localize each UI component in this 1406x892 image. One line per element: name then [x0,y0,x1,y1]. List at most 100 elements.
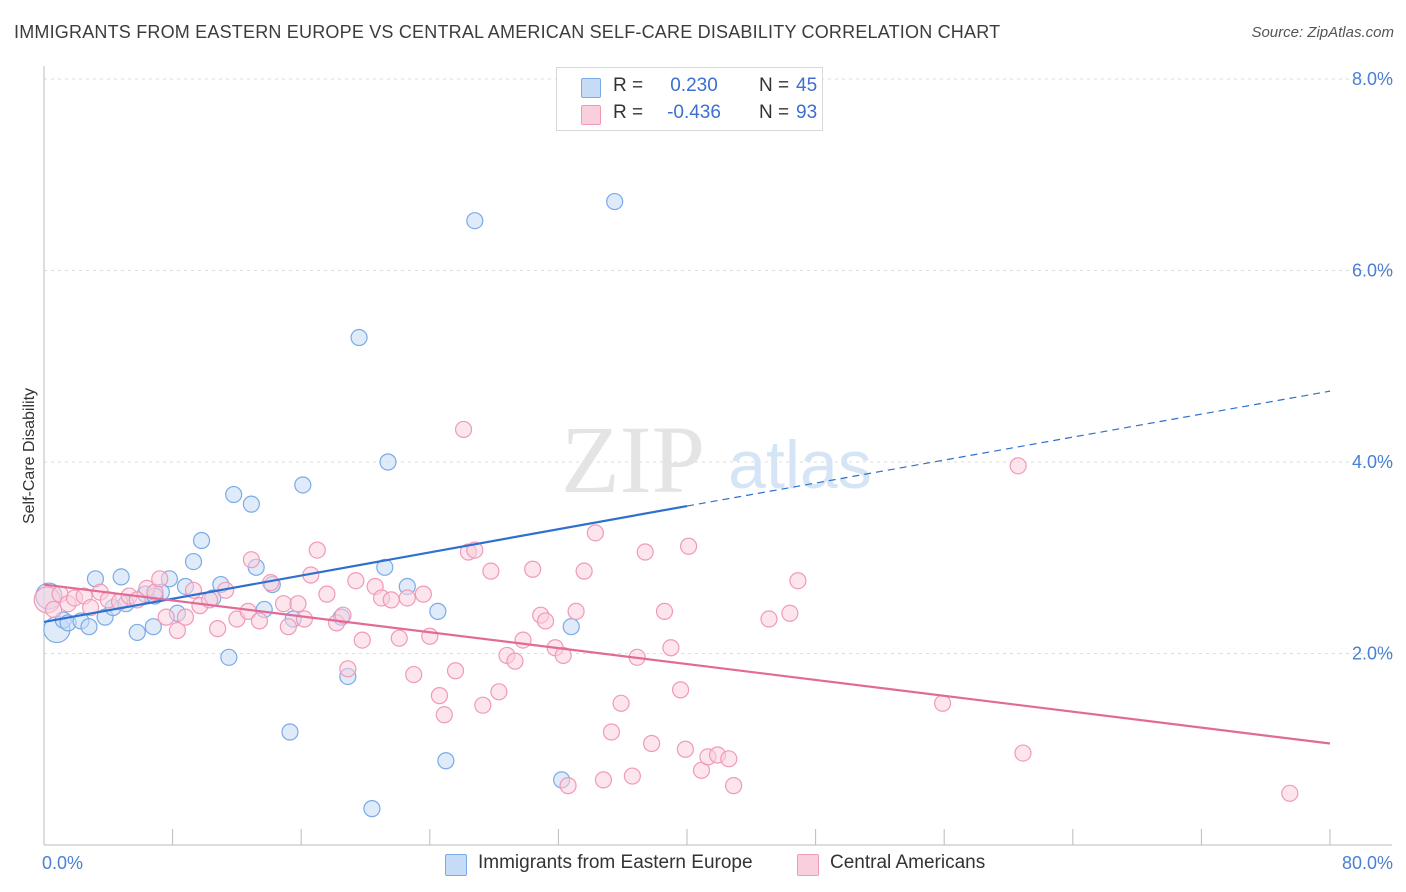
data-point [623,767,641,785]
series-layer [33,192,1299,818]
data-point [676,740,694,758]
data-point [586,524,604,542]
data-point [612,694,630,712]
data-point [594,771,613,789]
data-point [347,572,365,590]
trend-line-extension [686,390,1331,507]
legend-swatch-eastern-europe [581,78,601,98]
data-point [339,660,357,678]
data-point [454,420,473,439]
data-point [295,610,314,628]
x-tick-label: 80.0% [1342,853,1393,873]
trend-layer [43,390,1331,745]
data-point [350,328,368,347]
data-point [789,572,807,590]
data-point [643,734,661,753]
data-point [575,562,593,580]
data-point [720,750,738,768]
data-point [376,558,394,576]
trend-line-central-americans [43,583,1331,745]
data-point [168,621,187,640]
data-point [45,600,63,619]
data-point [382,591,400,609]
data-point [157,608,175,626]
data-point [82,598,100,617]
data-point [176,608,195,626]
legend-label-central-americans: Central Americans [830,852,986,873]
data-point [225,485,243,504]
legend-n-value: 93 [796,102,818,123]
data-point [429,602,447,620]
data-point [671,681,690,699]
data-point [250,612,269,630]
data-point [414,585,432,603]
legend-r-value: -0.436 [667,102,721,123]
data-point [636,543,654,561]
data-point [281,723,299,741]
data-point [559,777,577,795]
series-central-americans [33,420,1299,802]
data-point [567,602,585,620]
data-point [242,551,260,569]
data-point [80,618,98,636]
data-point [474,696,492,714]
data-point [760,610,778,628]
data-point [144,618,162,636]
data-point [933,694,952,712]
x-tick-labels: 0.0% 80.0% [42,853,1393,873]
data-point [506,652,524,670]
legend-swatch-central-americans [797,854,819,876]
legend-swatch-eastern-europe [445,854,467,876]
data-point [112,568,130,586]
data-point [446,662,465,680]
data-point [279,618,297,636]
y-tick-label: 6.0% [1352,261,1393,281]
watermark-atlas: atlas [728,427,872,503]
data-point [353,631,371,649]
axes [43,66,1392,846]
data-point [514,631,532,649]
x-tick-label: 0.0% [42,853,83,873]
legend-swatch-central-americans [581,105,601,125]
data-point [606,192,624,211]
data-point [1014,744,1032,762]
data-point [192,531,211,550]
correlation-legend: R = 0.230 N = 45 R = -0.436 N = 93 [556,67,823,131]
y-tick-label: 2.0% [1352,644,1393,664]
data-point [289,595,307,613]
data-point [725,777,743,795]
data-point [435,706,453,724]
data-point [390,629,408,647]
y-tick-labels: 2.0% 4.0% 6.0% 8.0% [1352,69,1393,664]
chart-source: Source: ZipAtlas.com [1251,24,1394,41]
legend-n-label: N = [759,102,790,123]
data-point [466,212,484,230]
data-point [294,476,312,494]
data-point [242,495,260,513]
data-point [308,541,326,559]
legend-r-label: R = [613,75,644,96]
data-point [220,648,238,666]
data-point [490,683,508,701]
grid-lines [44,78,1392,654]
legend-label-eastern-europe: Immigrants from Eastern Europe [478,852,753,873]
data-point [655,602,674,620]
data-point [184,552,203,571]
data-point [334,606,352,624]
legend-r-value: 0.230 [670,75,718,96]
data-point [379,453,397,471]
trend-line-eastern-europe [43,504,688,623]
data-point [437,752,455,770]
series-eastern-europe [35,192,624,818]
data-point [398,589,416,607]
y-tick-label: 8.0% [1352,69,1393,89]
data-point [781,604,799,622]
y-tick-label: 4.0% [1352,452,1393,472]
data-point [274,595,293,613]
data-point [128,623,146,642]
data-point [662,639,680,657]
data-point [209,620,227,638]
data-point [602,723,621,741]
data-point [1281,784,1299,802]
